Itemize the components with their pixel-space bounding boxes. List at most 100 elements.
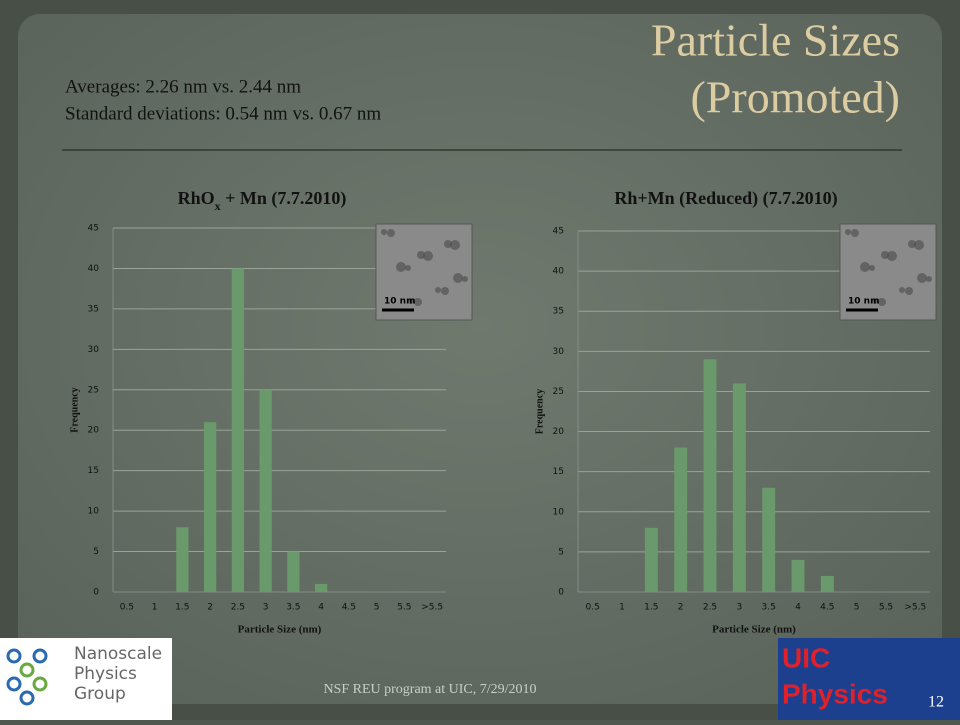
tem-particle	[414, 298, 422, 306]
y-tick-label: 5	[93, 547, 99, 557]
y-tick-label: 30	[553, 347, 565, 357]
y-tick-label: 20	[553, 427, 565, 437]
chart-title-part: Rh+Mn (Reduced) (7.7.2010)	[614, 188, 837, 209]
tem-particle	[851, 229, 859, 237]
bar	[204, 422, 217, 592]
tem-particle	[444, 240, 452, 248]
slide-title: (Promoted)	[690, 72, 900, 123]
tem-particle	[917, 273, 927, 283]
y-tick-label: 0	[558, 588, 564, 598]
tem-particle	[453, 273, 463, 283]
tem-particle	[905, 287, 913, 295]
bar	[791, 559, 805, 592]
tem-particle	[887, 251, 897, 261]
tem-particle	[417, 251, 425, 259]
x-tick-label: 3	[263, 603, 269, 613]
chart-title-part: RhO	[178, 188, 215, 208]
tem-particle	[435, 287, 441, 293]
x-axis-label: Particle Size (nm)	[712, 624, 796, 636]
bar	[259, 389, 272, 592]
x-tick-label: 3	[736, 603, 742, 613]
x-tick-label: 1	[152, 603, 158, 613]
tem-particle	[450, 240, 460, 250]
slide-title: Particle Sizes	[651, 15, 900, 66]
x-tick-label: 0.5	[120, 603, 134, 613]
x-tick-label: 2	[678, 603, 684, 613]
tem-particle	[872, 298, 878, 304]
tem-particle	[381, 229, 387, 235]
x-axis-label: Particle Size (nm)	[238, 624, 322, 636]
x-tick-label: 4	[318, 603, 324, 613]
page-number: 12	[928, 694, 944, 711]
x-tick-label: >5.5	[421, 603, 443, 613]
logo-icon	[6, 648, 48, 706]
x-tick-label: 1.5	[175, 603, 189, 613]
y-tick-label: 35	[553, 307, 564, 317]
y-tick-label: 10	[553, 507, 565, 517]
y-tick-label: 0	[93, 588, 99, 598]
x-tick-label: 5	[854, 603, 860, 613]
tem-particle	[860, 262, 870, 272]
y-tick-label: 20	[88, 426, 100, 436]
tem-particle	[387, 229, 395, 237]
tem-particle	[926, 276, 932, 282]
bar	[732, 383, 746, 592]
x-tick-label: 5.5	[397, 603, 411, 613]
x-tick-label: 4.5	[342, 603, 356, 613]
chart-title-part: x	[215, 199, 221, 213]
y-tick-label: 5	[558, 547, 564, 557]
bar	[176, 527, 189, 592]
logo-text: Group	[74, 684, 126, 704]
tem-image	[839, 223, 937, 321]
tem-particle	[914, 240, 924, 250]
x-tick-label: 2.5	[703, 603, 717, 613]
scale-label: 10 nm	[384, 297, 415, 307]
bar	[315, 583, 328, 592]
x-tick-label: 4	[795, 603, 801, 613]
tem-particle	[462, 276, 468, 282]
y-axis-label: Frequency	[534, 389, 545, 434]
y-axis-label: Frequency	[69, 387, 80, 432]
x-tick-label: 0.5	[586, 603, 600, 613]
y-tick-label: 30	[88, 345, 100, 355]
x-tick-label: 5	[374, 603, 380, 613]
logo-text: Physics	[74, 664, 137, 684]
x-tick-label: 3.5	[762, 603, 776, 613]
chart-title: Rh+Mn (Reduced) (7.7.2010)	[614, 188, 837, 209]
tem-particle	[881, 251, 889, 259]
x-tick-label: 2	[207, 603, 213, 613]
x-tick-label: 4.5	[820, 603, 834, 613]
tem-image	[375, 223, 473, 321]
uic-box	[778, 638, 960, 720]
logo-box	[0, 638, 172, 720]
x-tick-label: >5.5	[904, 603, 926, 613]
note: Averages: 2.26 nm vs. 2.44 nm	[65, 76, 301, 97]
tem-particle	[441, 287, 449, 295]
tem-particle	[869, 265, 875, 271]
logo-text: Nanoscale	[74, 644, 162, 664]
y-tick-label: 10	[88, 507, 100, 517]
uic-text: UIC	[782, 642, 830, 673]
chart-title-part: + Mn (7.7.2010)	[221, 188, 347, 209]
x-tick-label: 1	[619, 603, 625, 613]
chart-title: RhOx + Mn (7.7.2010)	[178, 188, 347, 213]
y-tick-label: 25	[553, 387, 564, 397]
x-tick-label: 3.5	[286, 603, 300, 613]
scale-label: 10 nm	[848, 297, 879, 307]
x-tick-label: 5.5	[879, 603, 893, 613]
bar	[674, 447, 688, 592]
tem-particle	[899, 287, 905, 293]
tem-particle	[878, 298, 886, 306]
y-tick-label: 25	[88, 385, 99, 395]
y-tick-label: 40	[553, 267, 565, 277]
tem-particle	[396, 262, 406, 272]
y-tick-label: 40	[88, 264, 100, 274]
tem-particle	[845, 229, 851, 235]
uic-text: Physics	[782, 678, 888, 709]
tem-particle	[405, 265, 411, 271]
x-tick-label: 1.5	[644, 603, 658, 613]
y-tick-label: 45	[88, 224, 99, 234]
tem-particle	[908, 240, 916, 248]
bar	[287, 551, 300, 592]
bar	[820, 575, 834, 592]
